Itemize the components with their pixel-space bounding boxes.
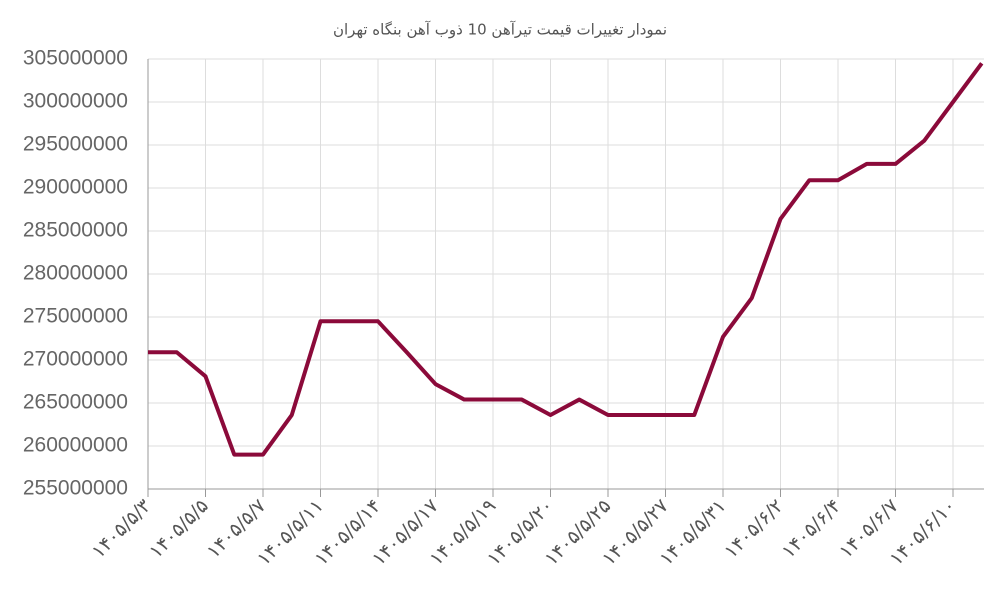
line-series <box>148 62 984 457</box>
x-tick-label: ۱۴۰۵/۶/۲ <box>720 495 788 563</box>
x-tick-label: ۱۴۰۵/۵/۳ <box>88 495 156 563</box>
y-tick-label: 295000000 <box>23 133 128 156</box>
y-tick-label: 300000000 <box>23 90 128 113</box>
y-tick-label: 265000000 <box>23 391 128 414</box>
x-tick-label: ۱۴۰۵/۵/۵ <box>145 495 213 563</box>
y-tick-label: 290000000 <box>23 176 128 199</box>
y-tick-label: 280000000 <box>23 262 128 285</box>
y-tick-label: 270000000 <box>23 348 128 371</box>
y-tick-label: 285000000 <box>23 219 128 242</box>
y-tick-label: 305000000 <box>23 47 128 70</box>
y-tick-label: 260000000 <box>23 434 128 457</box>
chart-title: نمودار تغییرات قیمت تیرآهن 10 ذوب آهن بن… <box>333 21 667 39</box>
y-tick-label: 275000000 <box>23 305 128 328</box>
y-tick-label: 255000000 <box>23 477 128 500</box>
x-tick-label: ۱۴۰۵/۶/۴ <box>778 495 846 563</box>
